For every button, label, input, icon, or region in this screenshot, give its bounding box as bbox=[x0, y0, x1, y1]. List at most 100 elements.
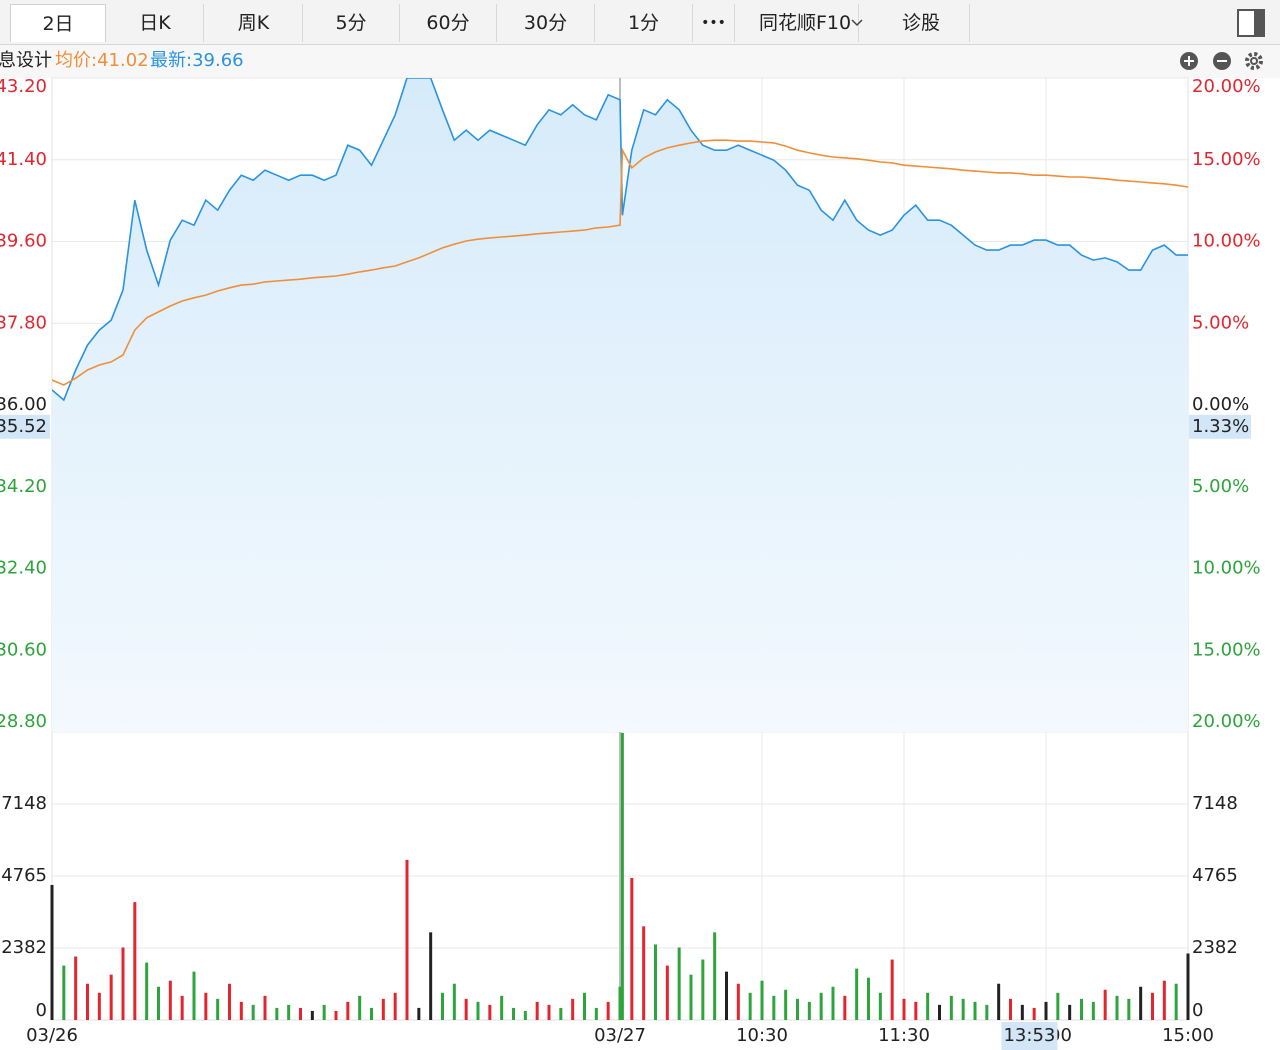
volume-bar bbox=[523, 1010, 527, 1020]
volume-bar bbox=[275, 1007, 279, 1020]
volume-bar bbox=[1056, 992, 1060, 1020]
x-tick-label: 10:30 bbox=[736, 1025, 788, 1046]
settings[interactable] bbox=[1245, 52, 1263, 70]
volume-bar bbox=[1068, 1004, 1072, 1020]
volume-tick-label: 4765 bbox=[1, 865, 47, 886]
volume-bar bbox=[547, 1004, 551, 1020]
volume-bar bbox=[239, 1001, 243, 1020]
panel-toggle[interactable] bbox=[1237, 9, 1265, 37]
y2-tick-label: 15.00% bbox=[1192, 149, 1261, 170]
volume-bar bbox=[1127, 998, 1131, 1020]
y2-tick-label: 20.00% bbox=[1192, 76, 1261, 97]
y2-tick-label: 15.00% bbox=[1192, 639, 1261, 660]
tab[interactable]: 2日 bbox=[10, 4, 106, 42]
y2-tick-label: 20.00% bbox=[1192, 711, 1261, 732]
volume-bar bbox=[997, 983, 1001, 1020]
volume-tick-label: 4765 bbox=[1192, 865, 1238, 886]
volume-bar bbox=[346, 1001, 350, 1020]
volume-bar bbox=[796, 998, 799, 1020]
y-tick-label: 43.20 bbox=[0, 76, 47, 97]
y-tick-label: 41.40 bbox=[0, 149, 47, 170]
volume-bar bbox=[784, 989, 788, 1020]
volume-bar bbox=[535, 1001, 539, 1020]
tab[interactable]: 同花顺F10 bbox=[735, 4, 859, 42]
volume-bar bbox=[216, 998, 220, 1020]
tab[interactable]: 30分 bbox=[497, 4, 595, 42]
crosshair-x-box bbox=[1001, 1022, 1058, 1050]
volume-bar bbox=[689, 974, 693, 1020]
volume-bar bbox=[878, 992, 882, 1020]
volume-bar bbox=[358, 995, 362, 1020]
volume-bar bbox=[417, 1007, 421, 1020]
volume-bar bbox=[500, 995, 504, 1020]
toolbar: 2日 日K 周K 5分 60分 30分 1分 ••• 同花顺F10 诊股 bbox=[0, 0, 1280, 45]
average-line bbox=[52, 139, 1188, 386]
crosshair-x-label: 13:53 bbox=[1003, 1025, 1055, 1046]
crosshair-y-label: 35.52 bbox=[0, 416, 47, 437]
volume-bar bbox=[441, 992, 444, 1020]
volume-bar bbox=[393, 992, 397, 1020]
volume-tick-label: 7148 bbox=[1192, 793, 1238, 814]
stock-name: 息设计 bbox=[0, 50, 52, 71]
volume-bar bbox=[334, 1010, 338, 1020]
tab[interactable]: 周K bbox=[205, 4, 303, 42]
price-line bbox=[52, 78, 1188, 402]
volume-bar bbox=[1115, 995, 1119, 1020]
last-price: 最新:39.66 bbox=[150, 50, 244, 71]
zoom-in[interactable] bbox=[1180, 52, 1198, 70]
volume-bar bbox=[322, 1004, 326, 1020]
volume-tick-label: 0 bbox=[36, 1000, 47, 1021]
volume-bar bbox=[772, 995, 776, 1020]
volume-bar bbox=[620, 732, 624, 1020]
y2-tick-label: 0.00% bbox=[1192, 394, 1249, 415]
tab[interactable]: 日K bbox=[107, 4, 204, 42]
volume-bar bbox=[748, 992, 752, 1020]
volume-bar bbox=[1032, 1007, 1036, 1020]
volume-bar bbox=[867, 977, 870, 1020]
tab[interactable]: 诊股 bbox=[873, 4, 970, 42]
volume-bar bbox=[843, 995, 847, 1020]
volume-bar bbox=[713, 932, 717, 1020]
volume-bar bbox=[819, 992, 823, 1020]
y-tick-label: 36.00 bbox=[0, 394, 47, 415]
volume-bar bbox=[452, 983, 456, 1020]
y-tick-label: 34.20 bbox=[0, 476, 47, 497]
volume-bar bbox=[938, 1004, 941, 1020]
volume-bar bbox=[429, 932, 433, 1020]
volume-bar bbox=[914, 1001, 918, 1020]
dropdown-arrow[interactable] bbox=[850, 18, 864, 28]
volume-tick-label: 2382 bbox=[1192, 937, 1238, 958]
volume-bar bbox=[831, 986, 835, 1020]
info-bar bbox=[0, 45, 1280, 78]
y-tick-label: 28.80 bbox=[0, 711, 47, 732]
volume-bar bbox=[1044, 1001, 1048, 1020]
y2-tick-label: 10.00% bbox=[1192, 231, 1261, 252]
volume-bar bbox=[855, 968, 859, 1020]
volume-bar bbox=[464, 998, 468, 1020]
volume-bar bbox=[168, 980, 172, 1020]
volume-bar bbox=[97, 992, 101, 1020]
volume-bar bbox=[559, 1007, 563, 1020]
volume-bar bbox=[725, 971, 728, 1020]
y-tick-label: 39.60 bbox=[0, 231, 47, 252]
y-tick-label: 30.60 bbox=[0, 639, 47, 660]
zoom-out[interactable] bbox=[1213, 52, 1231, 70]
x-tick-label: 03/26 bbox=[26, 1025, 78, 1046]
volume-bar bbox=[133, 902, 137, 1020]
volume-tick-label: 0 bbox=[1192, 1000, 1203, 1021]
y2-tick-label: 5.00% bbox=[1192, 312, 1249, 333]
volume-bar bbox=[145, 962, 149, 1020]
tab[interactable]: 1分 bbox=[595, 4, 693, 42]
volume-bar bbox=[157, 986, 160, 1020]
volume-bar bbox=[630, 877, 634, 1020]
crosshair-y-box bbox=[0, 414, 50, 439]
tab[interactable]: 60分 bbox=[400, 4, 497, 42]
tab[interactable]: 5分 bbox=[303, 4, 400, 42]
volume-bar bbox=[1009, 998, 1012, 1020]
volume-bar bbox=[926, 992, 930, 1020]
tab-more[interactable]: ••• bbox=[693, 4, 735, 42]
volume-bar bbox=[583, 992, 586, 1020]
y2-tick-label: 10.00% bbox=[1192, 558, 1261, 579]
volume-bar bbox=[973, 1001, 977, 1020]
